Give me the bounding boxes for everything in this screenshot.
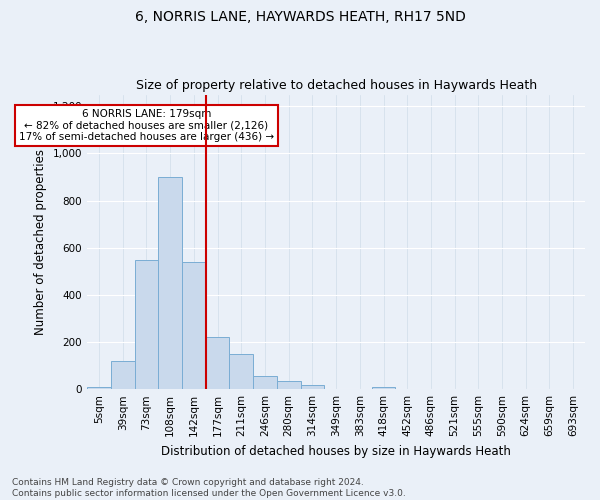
X-axis label: Distribution of detached houses by size in Haywards Heath: Distribution of detached houses by size … — [161, 444, 511, 458]
Y-axis label: Number of detached properties: Number of detached properties — [34, 149, 47, 335]
Title: Size of property relative to detached houses in Haywards Heath: Size of property relative to detached ho… — [136, 79, 536, 92]
Bar — [87, 387, 111, 389]
Bar — [134, 260, 158, 389]
Text: 6, NORRIS LANE, HAYWARDS HEATH, RH17 5ND: 6, NORRIS LANE, HAYWARDS HEATH, RH17 5ND — [134, 10, 466, 24]
Bar — [206, 337, 229, 389]
Bar — [371, 387, 395, 389]
Text: Contains HM Land Registry data © Crown copyright and database right 2024.
Contai: Contains HM Land Registry data © Crown c… — [12, 478, 406, 498]
Bar — [229, 354, 253, 389]
Bar — [253, 376, 277, 389]
Bar — [301, 385, 324, 389]
Bar — [182, 262, 206, 389]
Text: 6 NORRIS LANE: 179sqm
← 82% of detached houses are smaller (2,126)
17% of semi-d: 6 NORRIS LANE: 179sqm ← 82% of detached … — [19, 108, 274, 142]
Bar — [111, 361, 134, 389]
Bar — [277, 382, 301, 389]
Bar — [158, 177, 182, 389]
